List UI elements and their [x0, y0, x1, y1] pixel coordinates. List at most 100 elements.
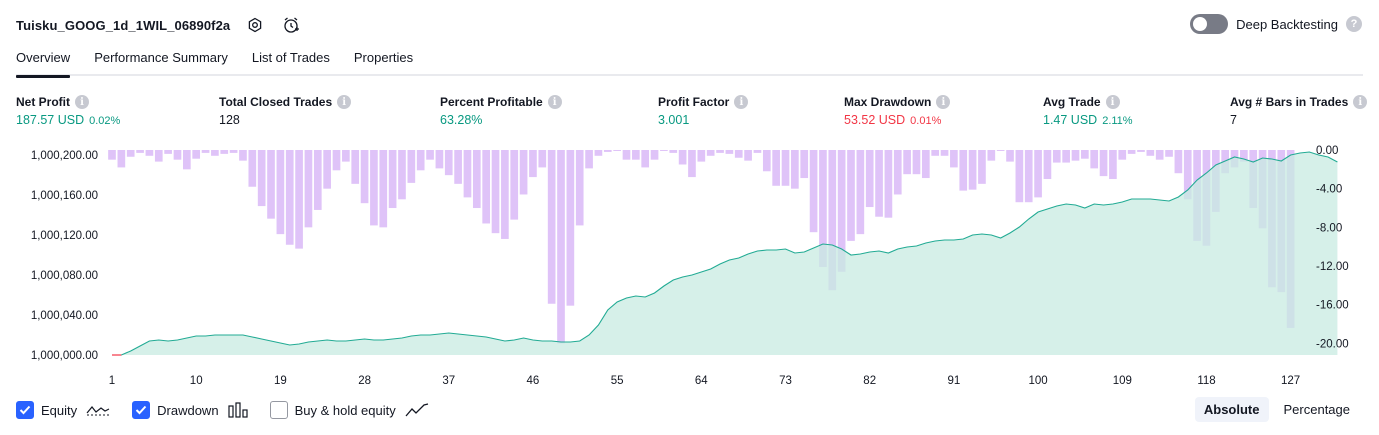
x-tick-label: 100: [1029, 375, 1048, 387]
drawdown-bar: [342, 150, 350, 162]
drawdown-bar: [632, 150, 640, 160]
stat-sub-value: 0.02%: [89, 115, 121, 127]
drawdown-bar: [1137, 150, 1145, 152]
drawdown-bar: [1165, 150, 1173, 157]
drawdown-bar: [688, 150, 696, 178]
info-icon[interactable]: i: [936, 95, 951, 109]
stat-value: 53.52 USD: [844, 113, 906, 127]
drawdown-bar: [1183, 150, 1192, 200]
drawdown-bar: [491, 150, 500, 234]
drawdown-bar: [1071, 150, 1080, 161]
tab-overview[interactable]: Overview: [16, 44, 71, 78]
drawdown-bar: [388, 150, 397, 209]
drawdown-bar: [660, 150, 668, 151]
legend-label: Drawdown: [157, 402, 219, 418]
drawdown-bar: [940, 150, 949, 156]
drawdown-bar: [313, 150, 322, 210]
drawdown-bar: [257, 150, 266, 207]
legend-label: Equity: [41, 402, 78, 418]
drawdown-bar: [145, 150, 154, 156]
drawdown-bar: [229, 150, 238, 153]
drawdown-bar: [407, 150, 416, 183]
equity-line: [112, 151, 1338, 356]
drawdown-bar: [332, 150, 341, 171]
drawdown-bar: [697, 150, 706, 162]
scale-mode-switch: Absolute Percentage: [1194, 397, 1359, 422]
drawdown-bar: [538, 150, 547, 168]
info-icon[interactable]: i: [547, 95, 562, 109]
drawdown-bar: [753, 150, 762, 153]
legend-label: Buy & hold equity: [294, 402, 396, 418]
equity-line-icon: [86, 403, 110, 417]
equity-drawdown-chart[interactable]: 1,000,000.00 1,000,040.00 1,000,080.00 1,00…: [0, 140, 1379, 390]
deep-backtesting-toggle[interactable]: [1190, 14, 1229, 34]
legend-buy-hold[interactable]: Buy & hold equity: [269, 401, 429, 419]
drawdown-bar: [678, 150, 687, 165]
drawdown-bar: [472, 150, 481, 209]
drawdown-bar: [1034, 150, 1042, 198]
absolute-button[interactable]: Absolute: [1194, 397, 1269, 422]
stat-value: 1.47 USD: [1043, 113, 1098, 127]
info-icon[interactable]: i: [1105, 95, 1120, 109]
drawdown-bar: [762, 150, 771, 172]
drawdown-bar: [501, 150, 509, 239]
drawdown-bar: [1109, 150, 1117, 180]
buy-hold-checkbox[interactable]: [269, 401, 288, 419]
y-right-tick-label: -20.00: [1316, 338, 1349, 350]
stat-label: Profit Factor: [658, 95, 730, 109]
drawdown-bar: [1062, 150, 1070, 163]
drawdown-bar: [370, 150, 378, 226]
drawdown-bar: [510, 150, 519, 220]
stat-label: Total Closed Trades: [219, 95, 333, 109]
tab-properties[interactable]: Properties: [353, 50, 414, 65]
percentage-button[interactable]: Percentage: [1283, 402, 1351, 417]
stat-value: 3.001: [658, 113, 690, 127]
drawdown-bar: [1090, 150, 1099, 169]
info-icon[interactable]: i: [75, 95, 89, 109]
drawdown-bar: [183, 150, 191, 170]
drawdown-checkbox[interactable]: [132, 401, 151, 419]
help-icon[interactable]: ?: [1346, 16, 1362, 32]
info-icon[interactable]: i: [337, 95, 352, 109]
drawdown-bar: [295, 150, 303, 249]
legend-equity[interactable]: Equity: [16, 401, 110, 419]
drawdown-bar: [482, 150, 491, 224]
drawdown-bar: [912, 150, 921, 175]
stat-label: Percent Profitable: [440, 95, 543, 109]
gear-icon[interactable]: [244, 14, 266, 36]
drawdown-bar: [819, 150, 827, 267]
y-left-tick-label: 1,000,120.00: [31, 230, 98, 242]
drawdown-bar: [865, 150, 874, 208]
drawdown-bar: [669, 150, 678, 153]
drawdown-bar: [426, 150, 434, 160]
drawdown-bar: [809, 150, 818, 233]
alarm-clock-icon[interactable]: [280, 14, 302, 36]
drawdown-bar: [519, 150, 528, 195]
legend-drawdown[interactable]: Drawdown: [132, 401, 248, 419]
info-icon[interactable]: i: [734, 95, 749, 109]
drawdown-bar: [921, 150, 930, 179]
drawdown-bar: [1155, 150, 1164, 160]
tab-list-of-trades[interactable]: List of Trades: [251, 50, 330, 65]
drawdown-bar: [201, 150, 210, 153]
info-icon[interactable]: i: [1353, 95, 1368, 109]
x-tick-label: 46: [527, 375, 540, 387]
equity-checkbox[interactable]: [16, 401, 34, 419]
stat-sub-value: 0.01%: [910, 115, 942, 127]
drawdown-bar: [978, 150, 986, 184]
drawdown-bar: [164, 150, 172, 154]
y-right-tick-label: -4.00: [1316, 184, 1342, 196]
drawdown-bar: [791, 150, 799, 189]
strategy-name: Tuisku_GOOG_1d_1WIL_06890f2a: [16, 17, 231, 33]
drawdown-bar: [463, 150, 472, 198]
drawdown-bar: [173, 150, 182, 160]
y-right-tick-label: -8.00: [1316, 222, 1342, 234]
drawdown-bar: [416, 150, 425, 171]
drawdown-bar: [108, 150, 116, 160]
stat-avg-trade: Avg Trade i 1.47 USD 2.11%: [1043, 94, 1133, 129]
x-tick-label: 91: [948, 375, 961, 387]
tab-performance-summary[interactable]: Performance Summary: [94, 50, 228, 65]
drawdown-bar: [603, 150, 612, 152]
drawdown-bar: [1015, 150, 1024, 203]
stat-profit-factor: Profit Factor i 3.001: [658, 94, 749, 129]
